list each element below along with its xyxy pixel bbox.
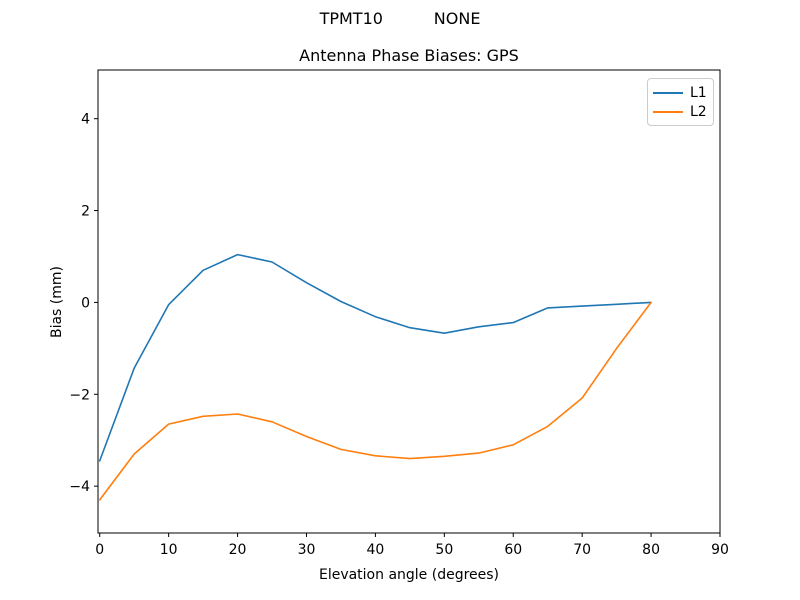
legend-line-swatch xyxy=(653,91,683,94)
x-tick-label: 20 xyxy=(229,542,247,558)
chart-title: Antenna Phase Biases: GPS xyxy=(299,46,519,65)
axes-frame xyxy=(97,69,721,534)
legend-label: L1 xyxy=(690,84,707,101)
x-tick-label: 40 xyxy=(366,542,384,558)
y-axis-label: Bias (mm) xyxy=(49,265,65,339)
y-tick-label: −4 xyxy=(69,479,90,495)
x-tick-label: 50 xyxy=(435,542,453,558)
x-axis-label: Elevation angle (degrees) xyxy=(318,567,500,583)
legend-label: L2 xyxy=(690,103,707,120)
x-tick-label: 60 xyxy=(504,542,522,558)
series-line-l1 xyxy=(98,253,652,462)
y-tick-label: 0 xyxy=(81,295,90,311)
series-line-l2 xyxy=(98,301,652,501)
x-tick-label: 90 xyxy=(711,542,729,558)
x-tick-label: 80 xyxy=(642,542,660,558)
x-tick-label: 0 xyxy=(95,542,104,558)
legend: L1 L2 xyxy=(647,78,714,126)
legend-entry-l2: L2 xyxy=(653,102,708,121)
y-tick-label: −2 xyxy=(69,387,90,403)
x-tick-label: 10 xyxy=(160,542,178,558)
y-tick-label: 2 xyxy=(81,204,90,220)
legend-entry-l1: L1 xyxy=(653,83,708,102)
x-tick-label: 70 xyxy=(573,542,591,558)
x-tick-label: 30 xyxy=(298,542,316,558)
figure-suptitle: TPMT10 NONE xyxy=(319,9,481,28)
legend-line-swatch xyxy=(653,110,683,113)
y-tick-label: 4 xyxy=(81,112,90,128)
